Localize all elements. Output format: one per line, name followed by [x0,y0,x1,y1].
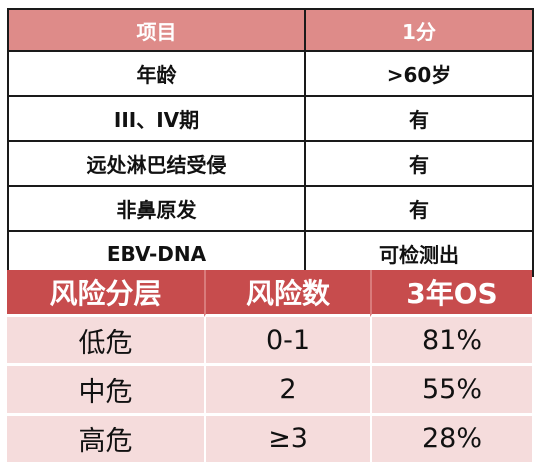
risk-count: 2 [204,366,370,416]
table-row: 非鼻原发 有 [7,185,534,232]
table-row: 中危 2 55% [7,366,532,416]
criteria-item: 年龄 [7,50,306,97]
criteria-value: 有 [304,140,534,187]
risk-os: 81% [370,317,532,367]
risk-stratum: 低危 [7,317,204,367]
risk-os: 28% [370,415,532,462]
risk-table: 风险分层 风险数 3年OS 低危 0-1 81% 中危 2 55% 高危 ≥3 … [7,270,532,462]
criteria-item: 非鼻原发 [7,185,306,232]
criteria-header-row: 项目 1分 [7,8,534,52]
table-row: 低危 0-1 81% [7,317,532,367]
criteria-value: 有 [304,185,534,232]
criteria-table: 项目 1分 年龄 >60岁 III、IV期 有 远处淋巴结受侵 有 非鼻原发 有… [7,8,534,277]
criteria-value: 有 [304,95,534,142]
table-row: 年龄 >60岁 [7,50,534,97]
risk-header-os: 3年OS [370,270,532,318]
risk-count: ≥3 [204,415,370,462]
risk-header-row: 风险分层 风险数 3年OS [7,270,532,318]
criteria-value: 可检测出 [304,230,534,277]
risk-stratum: 高危 [7,415,204,462]
table-row: 远处淋巴结受侵 有 [7,140,534,187]
risk-header-stratum: 风险分层 [7,270,204,318]
table-row: III、IV期 有 [7,95,534,142]
risk-count: 0-1 [204,317,370,367]
risk-stratum: 中危 [7,366,204,416]
criteria-item: III、IV期 [7,95,306,142]
risk-header-count: 风险数 [204,270,370,318]
criteria-item: EBV-DNA [7,230,306,277]
table-row: 高危 ≥3 28% [7,415,532,462]
criteria-header-score: 1分 [304,8,534,52]
risk-os: 55% [370,366,532,416]
criteria-item: 远处淋巴结受侵 [7,140,306,187]
table-row: EBV-DNA 可检测出 [7,230,534,277]
criteria-value: >60岁 [304,50,534,97]
criteria-header-item: 项目 [7,8,306,52]
